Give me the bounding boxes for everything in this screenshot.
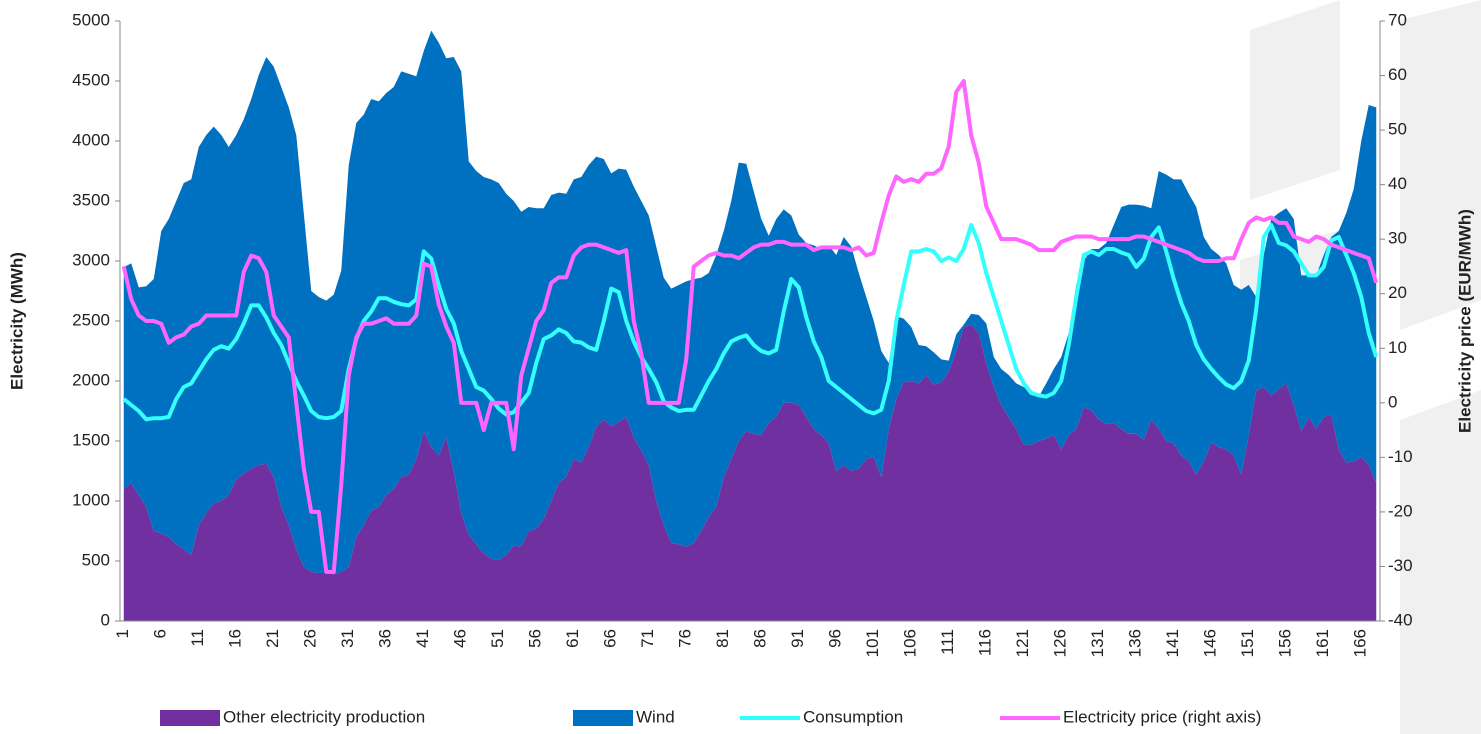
y-tick-label: 4000 — [72, 130, 110, 149]
x-tick-label: 131 — [1088, 629, 1107, 657]
x-tick-label: 81 — [713, 629, 732, 648]
x-tick-label: 6 — [151, 629, 170, 638]
x-tick-label: 41 — [413, 629, 432, 648]
x-tick-label: 141 — [1163, 629, 1182, 657]
x-tick-label: 56 — [526, 629, 545, 648]
y-tick-label: 2000 — [72, 370, 110, 389]
y2-tick-label: 30 — [1388, 229, 1407, 248]
x-tick-label: 66 — [601, 629, 620, 648]
y2-axis-title: Electricity price (EUR/MWh) — [1455, 209, 1474, 433]
y-tick-label: 1500 — [72, 430, 110, 449]
line — [121, 79, 1379, 574]
x-tick-label: 96 — [826, 629, 845, 648]
x-tick-label: 146 — [1201, 629, 1220, 657]
y2-tick-label: -40 — [1388, 610, 1413, 629]
y2-tick-label: 20 — [1388, 283, 1407, 302]
x-tick-label: 121 — [1013, 629, 1032, 657]
y-tick-label: 3500 — [72, 190, 110, 209]
x-tick-label: 116 — [976, 629, 995, 656]
area — [123, 30, 1377, 575]
legend-label: Other electricity production — [223, 707, 425, 726]
y2-tick-label: 50 — [1388, 120, 1407, 139]
y-tick-label: 2500 — [72, 310, 110, 329]
y2-tick-label: 10 — [1388, 338, 1407, 357]
x-tick-label: 31 — [338, 629, 357, 648]
y2-tick-label: 0 — [1388, 392, 1397, 411]
y2-tick-label: 70 — [1388, 10, 1407, 29]
x-tick-label: 86 — [751, 629, 770, 648]
y2-tick-label: -20 — [1388, 501, 1413, 520]
x-tick-label: 51 — [488, 629, 507, 648]
x-tick-label: 156 — [1276, 629, 1295, 657]
y2-tick-label: 60 — [1388, 65, 1407, 84]
x-tick-label: 91 — [788, 629, 807, 648]
y2-tick-label: 40 — [1388, 174, 1407, 193]
y-axis-title: Electricity (MWh) — [7, 252, 26, 390]
x-tick-label: 101 — [863, 629, 882, 657]
x-tick-label: 71 — [638, 629, 657, 648]
y-tick-label: 5000 — [72, 10, 110, 29]
area — [123, 324, 1377, 621]
x-tick-label: 16 — [226, 629, 245, 648]
x-tick-label: 1 — [113, 629, 132, 638]
y2-tick-label: -30 — [1388, 556, 1413, 575]
x-tick-label: 151 — [1238, 629, 1257, 657]
y2-tick-label: -10 — [1388, 447, 1413, 466]
plot — [121, 30, 1379, 621]
legend-swatch — [160, 710, 220, 726]
x-tick-label: 111 — [938, 629, 957, 655]
legend-label: Wind — [636, 707, 675, 726]
x-tick-label: 46 — [451, 629, 470, 648]
legend-label: Electricity price (right axis) — [1063, 707, 1261, 726]
x-tick-label: 36 — [376, 629, 395, 648]
x-tick-label: 21 — [263, 629, 282, 648]
x-tick-label: 166 — [1351, 629, 1370, 657]
x-tick-label: 161 — [1313, 629, 1332, 657]
legend-swatch — [573, 710, 633, 726]
x-tick-label: 126 — [1051, 629, 1070, 657]
y-tick-label: 0 — [101, 610, 110, 629]
x-tick-label: 106 — [901, 629, 920, 657]
x-tick-label: 11 — [188, 629, 207, 647]
y-tick-label: 500 — [82, 550, 110, 569]
y-tick-label: 1000 — [72, 490, 110, 509]
legend-label: Consumption — [803, 707, 903, 726]
x-tick-label: 61 — [563, 629, 582, 648]
line — [122, 223, 1379, 422]
y-tick-label: 3000 — [72, 250, 110, 269]
x-tick-label: 26 — [301, 629, 320, 648]
x-tick-label: 136 — [1126, 629, 1145, 657]
x-tick-label: 76 — [676, 629, 695, 648]
y-tick-label: 4500 — [72, 70, 110, 89]
